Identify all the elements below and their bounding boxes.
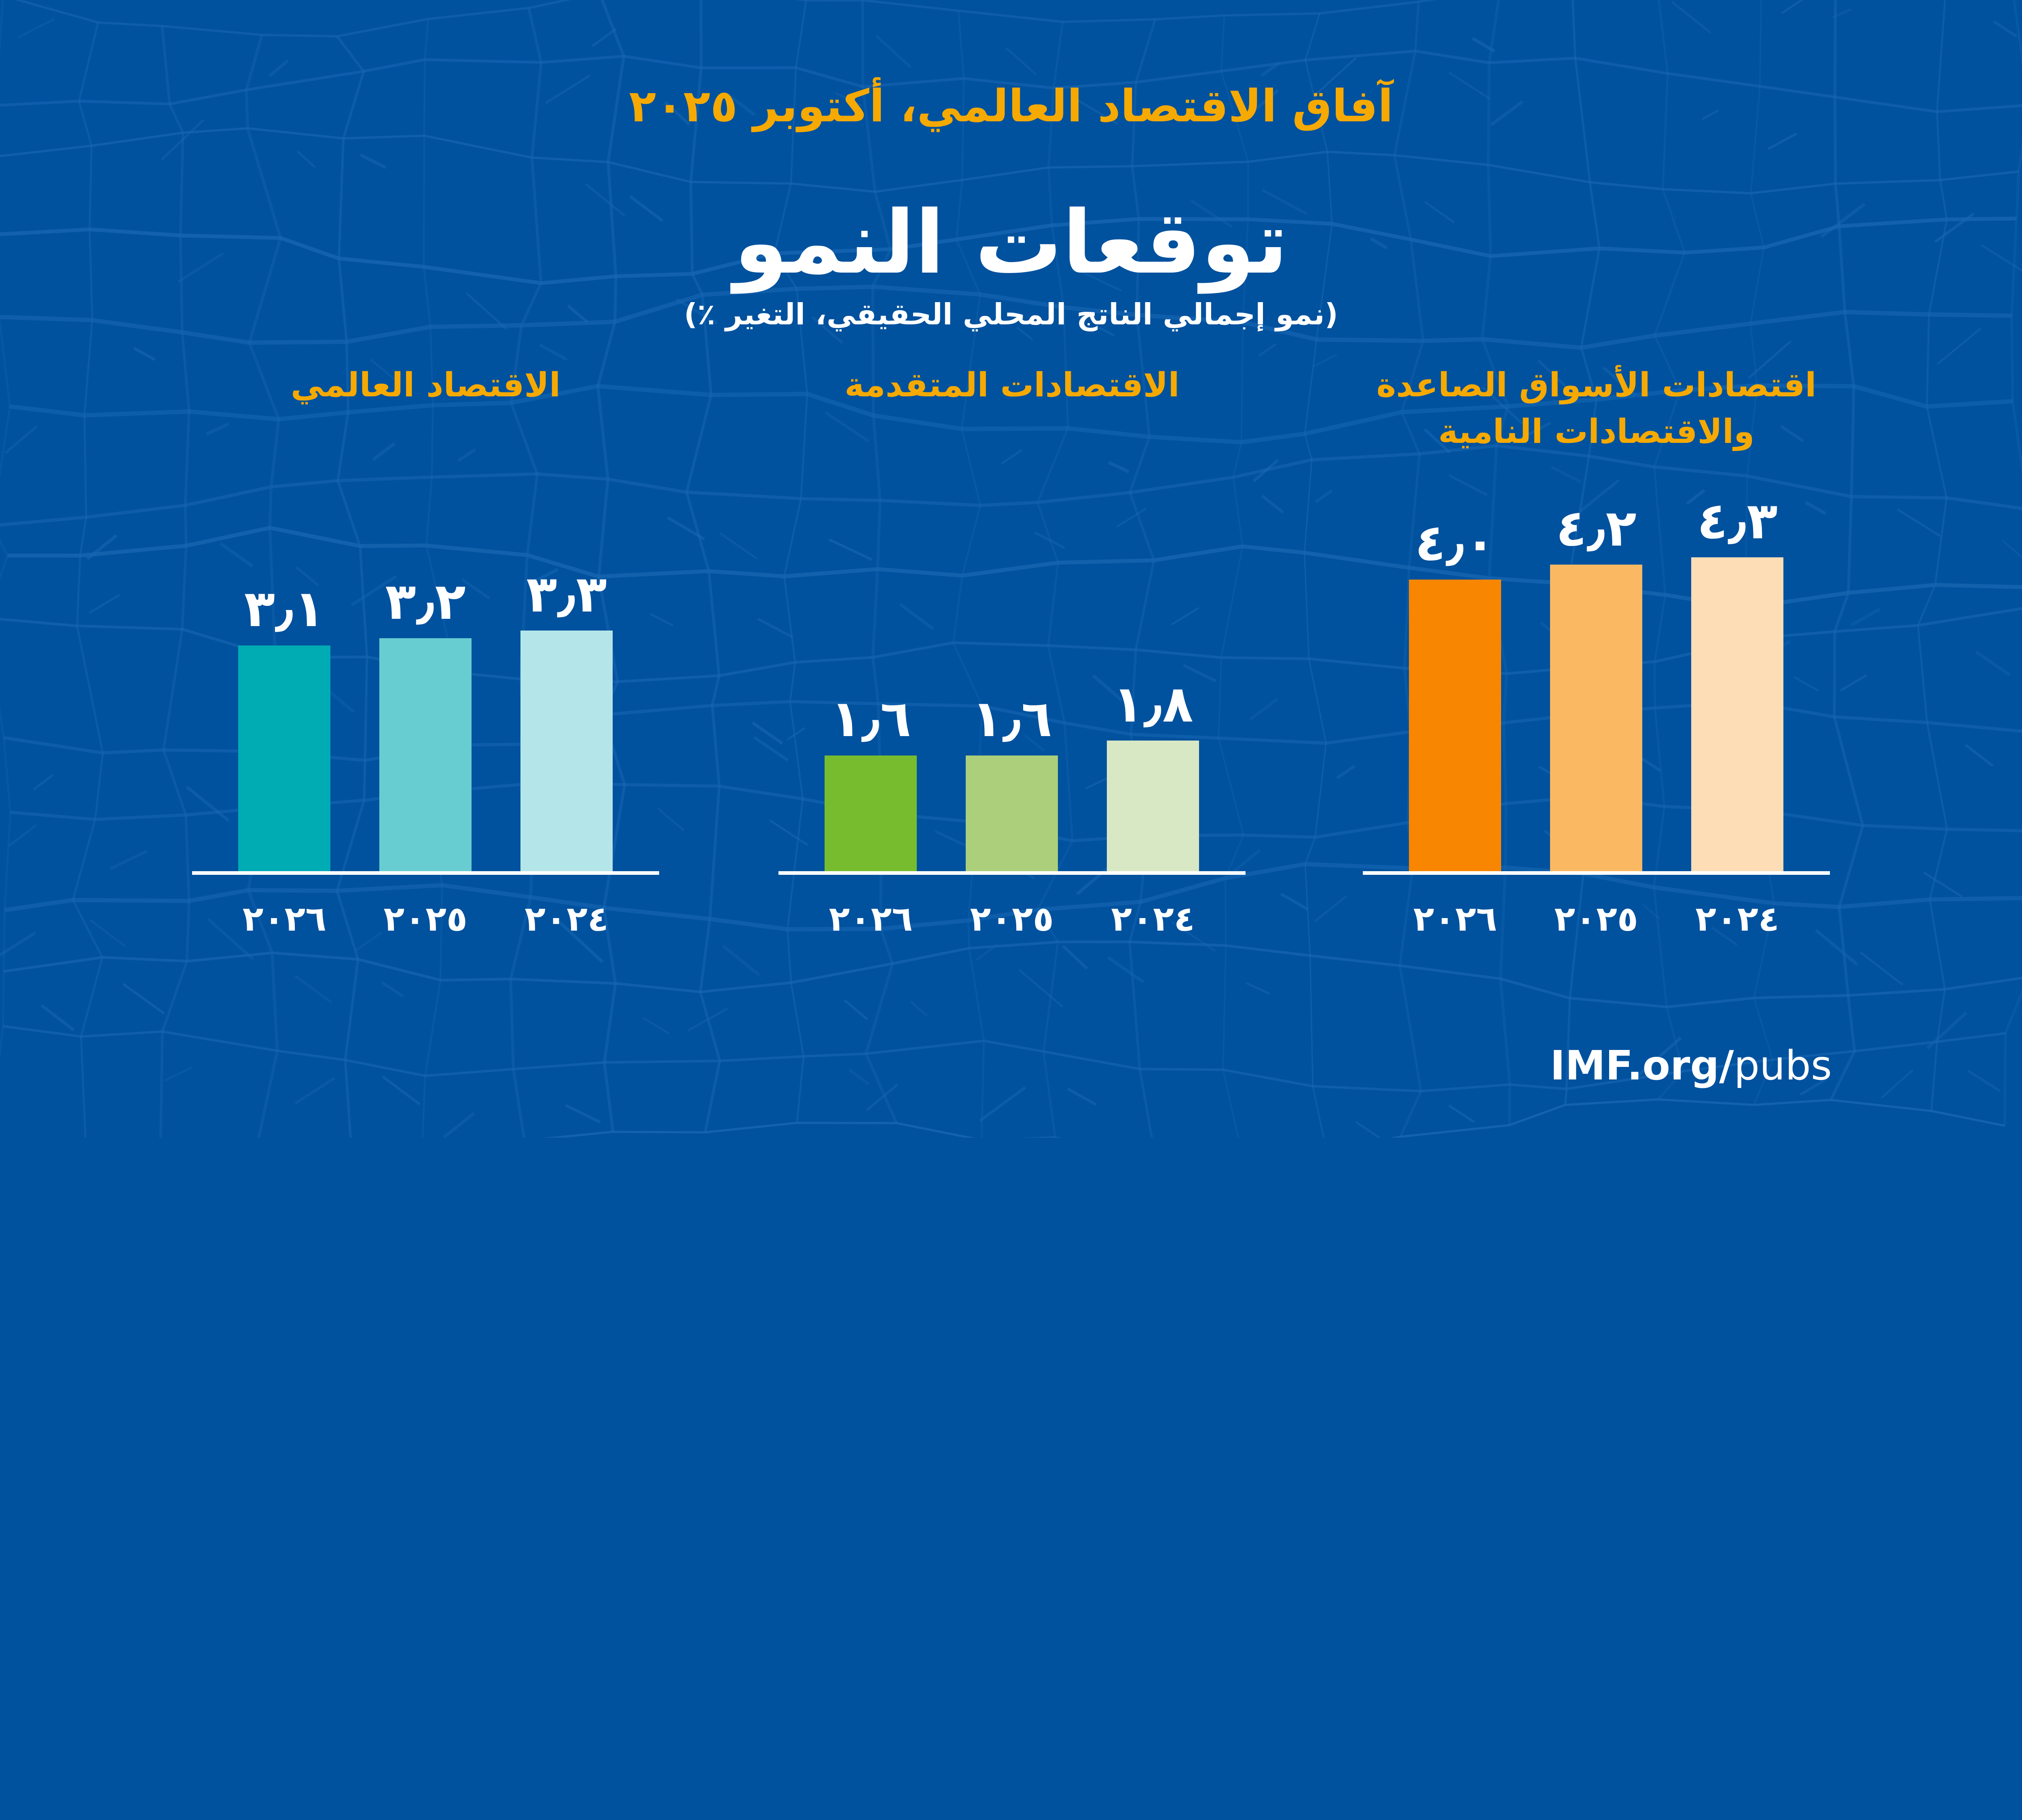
background-mesh-pattern — [0, 0, 2022, 1138]
bar-2025 — [1550, 565, 1643, 873]
year-label-2026: ٢٠٢٦ — [829, 899, 913, 939]
bar-value-label: ٤٫٣ — [1697, 491, 1778, 550]
group-title-advanced-economies: الاقتصادات المتقدمة — [844, 366, 1180, 404]
year-label-2024: ٢٠٢٤ — [1695, 899, 1779, 939]
bar-value-label: ٣٫١ — [244, 580, 325, 639]
axis-baseline — [192, 871, 659, 875]
bar-value-label: ٣٫٢ — [385, 572, 466, 631]
infographic-canvas: آفاق الاقتصاد العالمي، أكتوبر ٢٠٢٥ توقعا… — [0, 0, 2022, 1138]
chart-subtitle: (نمو إجمالي الناتج المحلي الحقيقي، التغي… — [684, 298, 1338, 332]
page-title: توقعات النمو — [734, 192, 1288, 293]
bar-slot: ١٫٨ — [1106, 675, 1199, 873]
bar-slot: ٣٫١ — [238, 580, 331, 873]
bar-2025 — [966, 755, 1058, 873]
year-label-2024: ٢٠٢٤ — [1111, 899, 1195, 939]
report-kicker: آفاق الاقتصاد العالمي، أكتوبر ٢٠٢٥ — [629, 80, 1393, 132]
brand-light-part: pubs — [1734, 1042, 1832, 1089]
bar-2026 — [1409, 579, 1502, 873]
bar-value-label: ١٫٦ — [830, 690, 912, 748]
axis-baseline — [778, 871, 1246, 875]
year-label-2025: ٢٠٢٥ — [383, 899, 467, 939]
bar-2024 — [1106, 741, 1199, 873]
axis-baseline — [1363, 871, 1830, 875]
bar-value-label: ١٫٦ — [971, 690, 1052, 748]
bar-value-label: ٤٫٠ — [1415, 514, 1496, 572]
bar-slot: ٣٫٢ — [379, 574, 472, 873]
group-title-emerging-developing-economies: اقتصادات الأسواق الصاعدة والاقتصادات الن… — [1376, 366, 1817, 451]
bar-slot: ١٫٦ — [825, 692, 917, 873]
year-label-2026: ٢٠٢٦ — [242, 899, 327, 939]
group-title-world-economy: الاقتصاد العالمي — [290, 366, 561, 404]
bar-value-label: ٤٫٢ — [1556, 499, 1637, 558]
bar-slot: ٤٫٣ — [1691, 491, 1784, 873]
bar-2026 — [825, 755, 917, 873]
bar-value-label: ١٫٨ — [1113, 675, 1193, 734]
brand-bold-part: IMF.org/ — [1550, 1042, 1734, 1089]
bar-2025 — [379, 638, 472, 873]
chart-group-advanced-economies: الاقتصادات المتقدمة ١٫٦ ١٫٦ ١٫٨ ٢٠٢٦ ٢٠٢… — [778, 0, 1246, 1138]
bar-value-label: ٣٫٣ — [526, 565, 607, 624]
bar-2024 — [520, 631, 613, 873]
bar-slot: ٤٫٢ — [1550, 499, 1643, 873]
chart-group-world-economy: الاقتصاد العالمي ٣٫١ ٣٫٢ ٣٫٣ ٢٠٢٦ ٢٠٢٥ ٢… — [192, 0, 659, 1138]
year-label-2025: ٢٠٢٥ — [970, 899, 1054, 939]
year-label-2026: ٢٠٢٦ — [1413, 899, 1497, 939]
imf-pubs-brand: IMF.org/pubs — [1550, 1041, 1832, 1090]
year-label-2024: ٢٠٢٤ — [525, 899, 609, 939]
bar-slot: ٣٫٣ — [520, 567, 613, 873]
chart-group-emerging-developing-economies: اقتصادات الأسواق الصاعدة والاقتصادات الن… — [1363, 0, 1830, 1138]
year-label-2025: ٢٠٢٥ — [1554, 899, 1638, 939]
bar-2024 — [1691, 557, 1784, 873]
bar-slot: ١٫٦ — [966, 692, 1058, 873]
bar-slot: ٤٫٠ — [1409, 514, 1502, 873]
bar-2026 — [238, 645, 331, 873]
